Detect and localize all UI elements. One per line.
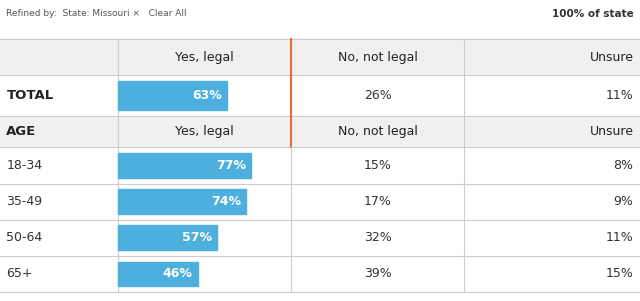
Bar bbox=[0, 116, 640, 147]
Text: 9%: 9% bbox=[614, 195, 634, 208]
Text: 74%: 74% bbox=[211, 195, 241, 208]
Text: Unsure: Unsure bbox=[589, 125, 634, 138]
Bar bbox=[0, 256, 640, 292]
Text: 57%: 57% bbox=[182, 231, 212, 244]
Text: TOTAL: TOTAL bbox=[6, 89, 54, 102]
Bar bbox=[0, 39, 640, 75]
Text: 35-49: 35-49 bbox=[6, 195, 42, 208]
Bar bbox=[118, 225, 217, 250]
Text: 15%: 15% bbox=[605, 267, 634, 281]
Text: 17%: 17% bbox=[364, 195, 392, 208]
Text: Refined by:  State: Missouri ×   Clear All: Refined by: State: Missouri × Clear All bbox=[6, 9, 187, 18]
Text: 100% of state: 100% of state bbox=[552, 9, 634, 19]
Text: Yes, legal: Yes, legal bbox=[175, 51, 234, 64]
Bar bbox=[118, 153, 252, 178]
Text: 15%: 15% bbox=[364, 159, 392, 172]
Bar bbox=[0, 184, 640, 220]
Text: Yes, legal: Yes, legal bbox=[175, 125, 234, 138]
Bar bbox=[0, 75, 640, 116]
Bar bbox=[0, 220, 640, 256]
Text: 46%: 46% bbox=[163, 267, 193, 281]
Text: 11%: 11% bbox=[606, 231, 634, 244]
Text: AGE: AGE bbox=[6, 125, 36, 138]
Text: 32%: 32% bbox=[364, 231, 392, 244]
Text: No, not legal: No, not legal bbox=[338, 51, 417, 64]
Text: Unsure: Unsure bbox=[589, 51, 634, 64]
Bar bbox=[118, 81, 227, 110]
Text: 11%: 11% bbox=[606, 89, 634, 102]
Bar bbox=[0, 147, 640, 184]
Text: 26%: 26% bbox=[364, 89, 392, 102]
Text: 8%: 8% bbox=[614, 159, 634, 172]
Text: 18-34: 18-34 bbox=[6, 159, 42, 172]
Text: 77%: 77% bbox=[216, 159, 246, 172]
Text: No, not legal: No, not legal bbox=[338, 125, 417, 138]
Bar bbox=[118, 262, 198, 286]
Text: 65+: 65+ bbox=[6, 267, 33, 281]
Text: 50-64: 50-64 bbox=[6, 231, 43, 244]
Text: 39%: 39% bbox=[364, 267, 392, 281]
Text: 63%: 63% bbox=[193, 89, 222, 102]
Bar bbox=[118, 189, 246, 214]
